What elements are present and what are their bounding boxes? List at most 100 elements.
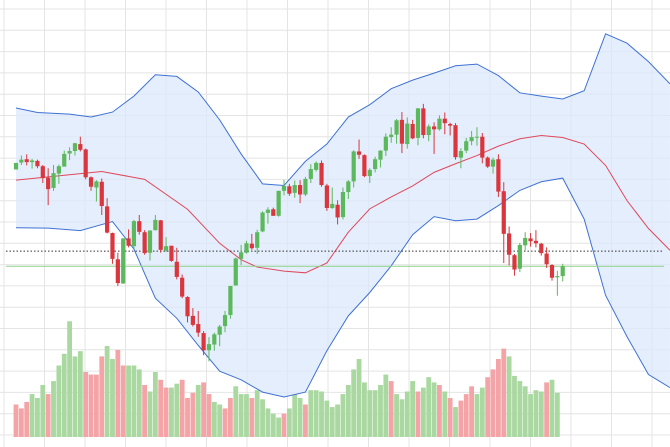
upper-band-line <box>15 33 670 186</box>
candle-body <box>442 118 447 124</box>
volume-bar <box>276 417 282 437</box>
volume-bar <box>51 381 56 437</box>
volume-bar <box>142 385 148 437</box>
volume-bar <box>447 398 453 437</box>
candle-body <box>394 120 399 135</box>
volume-bar <box>29 394 35 437</box>
volume-bar <box>506 356 512 437</box>
candle-body <box>458 151 463 158</box>
volume-bar <box>324 400 330 437</box>
reference-lines <box>6 250 664 267</box>
candle-body <box>196 324 201 333</box>
volume-bars <box>13 321 560 437</box>
candle-body <box>29 160 35 163</box>
candle-body <box>362 155 367 177</box>
candle-body <box>437 118 442 130</box>
volume-bar <box>104 346 110 437</box>
candle-body <box>539 243 544 254</box>
volume-bar <box>437 385 442 437</box>
candle-body <box>340 192 346 218</box>
candle-body <box>51 173 56 188</box>
volume-bar <box>13 404 19 437</box>
candle-body <box>190 315 195 325</box>
volume-bar <box>115 349 121 437</box>
candle-body <box>19 159 24 163</box>
volume-bar <box>372 390 378 437</box>
candle-body <box>523 237 528 246</box>
volume-bar <box>222 408 228 437</box>
volume-bar <box>479 387 485 437</box>
candle-body <box>88 177 94 187</box>
volume-bar <box>362 382 367 437</box>
volume-bar <box>158 379 164 437</box>
volume-bar <box>399 399 405 437</box>
volume-bar <box>260 399 265 437</box>
volume-bar <box>67 321 72 437</box>
candle-body <box>426 126 431 136</box>
candle-body <box>383 136 388 151</box>
candle-body <box>549 265 555 278</box>
volume-bar <box>528 394 533 437</box>
candle-body <box>158 220 163 250</box>
candle-body <box>373 159 378 170</box>
candle-body <box>517 244 522 269</box>
volume-bar <box>313 390 319 437</box>
volume-bar <box>345 385 351 437</box>
candle-body <box>405 123 410 145</box>
candle-body <box>72 143 78 152</box>
candle-body <box>115 259 120 284</box>
volume-bar <box>383 374 389 437</box>
candle-body <box>410 123 415 139</box>
volume-bar <box>190 392 196 437</box>
volume-bar <box>83 372 89 437</box>
candle-body <box>485 157 490 167</box>
candle-body <box>56 166 61 174</box>
candle-body <box>239 252 244 259</box>
candle-body <box>281 185 287 191</box>
volume-bar <box>485 377 491 437</box>
candle-body <box>507 233 512 255</box>
volume-bar <box>206 394 212 437</box>
candle-body <box>287 186 292 194</box>
volume-bar <box>297 398 303 437</box>
volume-bar <box>88 374 94 437</box>
volume-bar <box>554 392 560 437</box>
volume-bar <box>544 382 550 437</box>
volume-bar <box>431 382 437 437</box>
candle-body <box>346 181 351 193</box>
candle-body <box>201 333 206 351</box>
volume-bar <box>94 374 99 437</box>
volume-bar <box>45 394 51 437</box>
volume-bar <box>426 377 432 437</box>
volume-bar <box>469 386 474 437</box>
candle-body <box>206 344 212 351</box>
candle-body <box>399 119 405 144</box>
candle-body <box>228 285 233 316</box>
candle-body <box>265 209 271 213</box>
volume-bar <box>319 391 324 437</box>
candle-body <box>260 212 265 232</box>
volume-bar <box>415 391 421 437</box>
volume-bar <box>308 390 314 437</box>
candle-body <box>67 151 72 154</box>
volume-bar <box>270 413 276 437</box>
candle-body <box>169 245 174 261</box>
candle-body <box>83 149 88 178</box>
volume-bar <box>126 365 131 437</box>
volume-bar <box>463 394 469 437</box>
candle-body <box>110 233 115 259</box>
candle-body <box>303 178 308 195</box>
candle-body <box>464 141 469 151</box>
candle-body <box>512 255 517 270</box>
candle-body <box>62 153 67 167</box>
candles <box>13 103 565 362</box>
volume-bar <box>201 382 206 437</box>
volume-bar <box>286 408 292 437</box>
candle-body <box>389 134 394 138</box>
candle-body <box>276 190 281 216</box>
volume-bar <box>244 394 249 437</box>
candle-body <box>105 206 110 233</box>
volume-bar <box>496 359 501 437</box>
volume-bar <box>77 351 83 437</box>
